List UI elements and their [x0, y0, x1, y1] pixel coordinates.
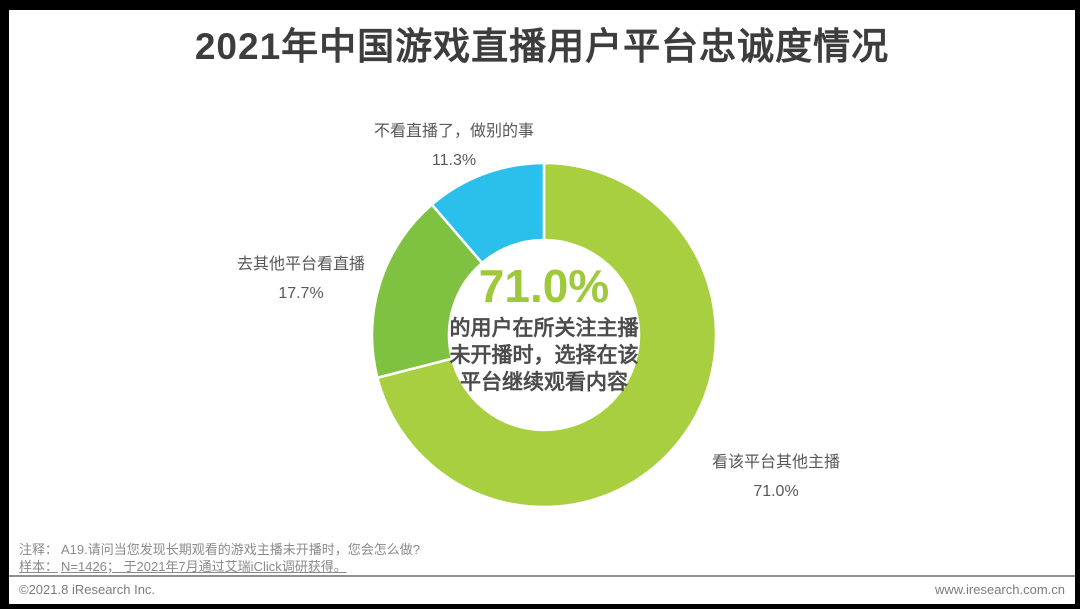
footnote-sample-text: N=1426； 于2021年7月通过艾瑞iClick调研获得。 [61, 559, 347, 574]
footnote-sample-label: 样本： [19, 559, 59, 574]
donut-segment [376, 161, 718, 509]
slice-label-value: 11.3% [431, 152, 477, 169]
center-description-line2: 未开播时，选择在该 [449, 344, 639, 367]
slice-label-text: 看该平台其他主播 [711, 454, 840, 471]
footer-bar: ©2021.8 iResearch Inc. www.iresearch.com… [19, 582, 1065, 597]
slice-label-quit-watching: 不看直播了，做别的事 11.3% [334, 122, 574, 171]
website-url: www.iresearch.com.cn [934, 582, 1065, 597]
footnotes: 注释： A19.请问当您发现长期观看的游戏主播未开播时，您会怎么做? 样本： N=1… [19, 542, 1065, 576]
center-description-line1: 的用户在所关注主播 [449, 317, 639, 340]
center-description: 的用户在所关注主播 未开播时，选择在该 平台继续观看内容 [374, 315, 714, 396]
report-page: 2021年中国游戏直播用户平台忠诚度情况 71.0% 的用户在所关注主播 未开播… [9, 10, 1075, 604]
donut-center-annotation: 71.0% 的用户在所关注主播 未开播时，选择在该 平台继续观看内容 [374, 263, 714, 396]
slice-label-other-platform: 去其他平台看直播 17.7% [201, 255, 401, 304]
donut-segment [430, 161, 546, 265]
footnote-question-text: A19.请问当您发现长期观看的游戏主播未开播时，您会怎么做? [61, 542, 420, 557]
copyright-text: ©2021.8 iResearch Inc. [19, 582, 156, 597]
slice-label-same-platform: 看该平台其他主播 71.0% [666, 453, 886, 502]
slice-label-text: 去其他平台看直播 [236, 256, 365, 273]
slice-label-value: 71.0% [753, 483, 799, 500]
center-percent-value: 71.0% [478, 260, 610, 312]
donut-chart [344, 135, 744, 535]
footnote-question: 注释： A19.请问当您发现长期观看的游戏主播未开播时，您会怎么做? [19, 542, 1065, 558]
slice-label-text: 不看直播了，做别的事 [373, 123, 534, 140]
center-description-line3: 平台继续观看内容 [460, 371, 628, 394]
donut-svg [370, 161, 718, 509]
footnote-sample: 样本： N=1426； 于2021年7月通过艾瑞iClick调研获得。 [19, 559, 1065, 575]
slice-label-value: 17.7% [278, 285, 324, 302]
page-title: 2021年中国游戏直播用户平台忠诚度情况 [194, 26, 890, 67]
footnote-question-label: 注释： [19, 542, 59, 557]
footer-divider [9, 575, 1075, 577]
